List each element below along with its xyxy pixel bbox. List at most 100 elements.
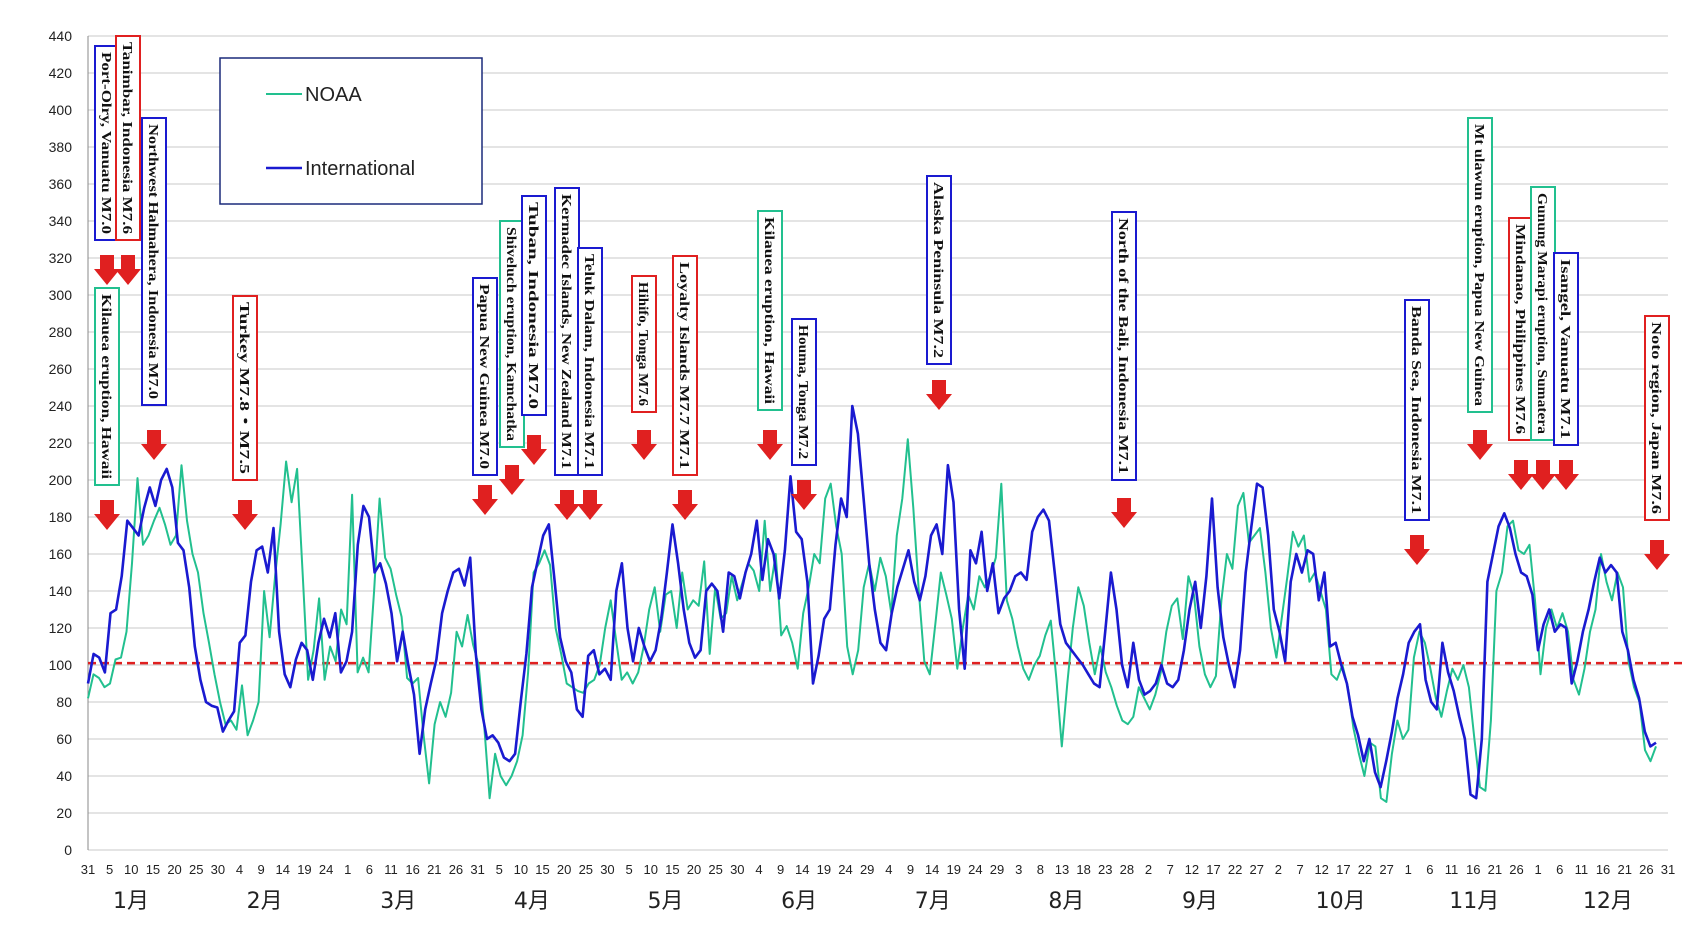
legend-label-international: International xyxy=(305,158,415,180)
x-day-label: 18 xyxy=(1076,862,1090,877)
x-day-label: 1 xyxy=(1535,862,1542,877)
x-day-label: 4 xyxy=(885,862,892,877)
x-day-label: 1 xyxy=(1405,862,1412,877)
annotation-label: Hihifo, Tonga M7.6 xyxy=(635,282,650,406)
x-day-label: 26 xyxy=(449,862,463,877)
x-month-label: 9月 xyxy=(1182,889,1218,914)
x-month-label: 3月 xyxy=(380,889,416,914)
annotation-20: Isangel, Vanuatu M7.1 xyxy=(1553,252,1579,490)
x-day-label: 20 xyxy=(557,862,571,877)
x-day-label: 25 xyxy=(579,862,593,877)
annotation-label: Noto region, Japan M7.6 xyxy=(1648,322,1663,514)
annotation-frame xyxy=(141,117,167,406)
y-tick-label: 440 xyxy=(49,28,73,44)
x-month-label: 1月 xyxy=(113,889,149,914)
y-tick-label: 340 xyxy=(49,213,73,229)
annotation-frame xyxy=(791,318,817,466)
annotation-1: Tanimbar, Indonesia M7.6 xyxy=(115,35,141,285)
down-arrow-icon xyxy=(1530,460,1556,490)
x-day-label: 27 xyxy=(1250,862,1264,877)
annotation-17: Mt ulawun eruption, Papua New Guinea xyxy=(1467,117,1493,460)
annotation-label: Papua New Guinea M7.0 xyxy=(476,284,491,469)
x-day-label: 25 xyxy=(189,862,203,877)
down-arrow-icon xyxy=(631,430,657,460)
x-day-label: 4 xyxy=(755,862,762,877)
down-arrow-icon xyxy=(115,255,141,285)
y-tick-label: 40 xyxy=(56,768,72,784)
x-day-label: 16 xyxy=(405,862,419,877)
down-arrow-icon xyxy=(94,500,120,530)
x-day-label: 14 xyxy=(276,862,290,877)
y-tick-label: 200 xyxy=(49,472,73,488)
x-day-label: 6 xyxy=(1426,862,1433,877)
x-month-label: 6月 xyxy=(781,889,817,914)
annotation-label: Northwest Halmahera, Indonesia M7.0 xyxy=(145,124,160,399)
annotation-label: Kermadec Islands, New Zealand M7.1 xyxy=(558,194,573,469)
x-day-label: 31 xyxy=(1661,862,1675,877)
x-day-label: 2 xyxy=(1145,862,1152,877)
annotation-label: Kilauea eruption, Hawaii xyxy=(761,217,776,404)
x-day-label: 12 xyxy=(1185,862,1199,877)
annotation-frame xyxy=(577,247,603,476)
down-arrow-icon xyxy=(1644,540,1670,570)
y-tick-label: 140 xyxy=(49,583,73,599)
y-tick-label: 420 xyxy=(49,65,73,81)
x-day-label: 16 xyxy=(1466,862,1480,877)
x-day-label: 4 xyxy=(236,862,243,877)
annotation-frame xyxy=(1553,252,1579,446)
annotation-10: Hihifo, Tonga M7.6 xyxy=(631,275,657,460)
annotation-frame xyxy=(631,275,657,413)
annotation-label: Loyalty Islands M7.7 M7.1 xyxy=(676,262,691,469)
x-month-label: 11月 xyxy=(1449,889,1499,914)
annotation-label: Mt ulawun eruption, Papua New Guinea xyxy=(1471,124,1486,406)
y-tick-label: 260 xyxy=(49,361,73,377)
annotation-frame xyxy=(1111,211,1137,481)
event-annotations: Port-Olry, Vanuatu M7.0 Tanimbar, Indones… xyxy=(94,35,1670,570)
annotation-3: Kilauea eruption, Hawaii xyxy=(94,287,120,530)
x-day-label: 21 xyxy=(1488,862,1502,877)
y-tick-label: 60 xyxy=(56,731,72,747)
x-day-label: 31 xyxy=(470,862,484,877)
x-day-label: 16 xyxy=(1596,862,1610,877)
x-day-label: 12 xyxy=(1314,862,1328,877)
annotation-label: Banda Sea, Indonesia M7.1 xyxy=(1408,306,1423,514)
x-day-label: 3 xyxy=(1015,862,1022,877)
annotation-label: Shiveluch eruption, Kamchatka xyxy=(503,227,518,441)
x-day-label: 19 xyxy=(817,862,831,877)
down-arrow-icon xyxy=(1553,460,1579,490)
x-day-label: 17 xyxy=(1336,862,1350,877)
annotation-frame xyxy=(1530,186,1556,441)
x-day-label: 17 xyxy=(1206,862,1220,877)
y-axis: 0 20 40 60 80 100 120 140 160 180 200 220 240 260 280 3… xyxy=(49,28,89,858)
x-day-label: 26 xyxy=(1509,862,1523,877)
annotation-label: Alaska Peninsula M7.2 xyxy=(930,182,945,358)
x-month-label: 5月 xyxy=(647,889,683,914)
x-day-label: 15 xyxy=(535,862,549,877)
x-day-label: 6 xyxy=(366,862,373,877)
y-tick-label: 0 xyxy=(64,842,72,858)
x-day-label: 10 xyxy=(514,862,528,877)
y-tick-label: 240 xyxy=(49,398,73,414)
x-day-label: 7 xyxy=(1167,862,1174,877)
x-day-label: 11 xyxy=(384,862,398,877)
x-day-label: 22 xyxy=(1228,862,1242,877)
x-day-label: 24 xyxy=(968,862,982,877)
x-day-label: 19 xyxy=(297,862,311,877)
x-month-label: 7月 xyxy=(915,889,951,914)
annotation-frame xyxy=(94,287,120,486)
annotation-15: North of the Bali, Indonesia M7.1 xyxy=(1111,211,1137,528)
x-day-label: 20 xyxy=(687,862,701,877)
x-day-label: 5 xyxy=(625,862,632,877)
legend: NOAA International xyxy=(219,57,483,205)
y-tick-label: 160 xyxy=(49,546,73,562)
x-day-label: 20 xyxy=(167,862,181,877)
x-day-label: 9 xyxy=(258,862,265,877)
annotation-21: Noto region, Japan M7.6 xyxy=(1644,315,1670,570)
x-day-label: 15 xyxy=(146,862,160,877)
annotation-11: Loyalty Islands M7.7 M7.1 xyxy=(672,255,698,520)
x-day-label: 27 xyxy=(1379,862,1393,877)
x-day-label: 21 xyxy=(1617,862,1631,877)
y-tick-label: 180 xyxy=(49,509,73,525)
annotation-label: Teluk Dalam, Indonesia M7.1 xyxy=(581,254,596,469)
series-line-international xyxy=(86,404,1657,800)
